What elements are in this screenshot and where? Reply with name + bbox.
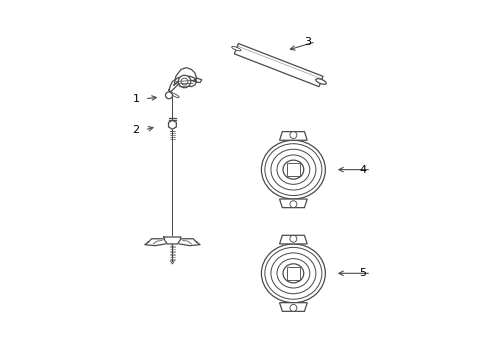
Circle shape	[178, 75, 191, 88]
Text: 4: 4	[359, 165, 366, 175]
Text: 3: 3	[304, 37, 311, 47]
Polygon shape	[169, 76, 196, 92]
Polygon shape	[287, 163, 299, 176]
Polygon shape	[145, 239, 172, 246]
Polygon shape	[234, 44, 323, 87]
Circle shape	[166, 92, 172, 99]
Polygon shape	[193, 78, 202, 82]
Polygon shape	[287, 267, 299, 279]
Ellipse shape	[265, 247, 322, 299]
Polygon shape	[280, 199, 307, 208]
Ellipse shape	[232, 46, 241, 51]
Ellipse shape	[287, 268, 299, 279]
Polygon shape	[280, 303, 307, 311]
Ellipse shape	[271, 253, 316, 294]
Polygon shape	[172, 239, 200, 246]
Ellipse shape	[265, 144, 322, 195]
Ellipse shape	[277, 258, 310, 288]
Ellipse shape	[262, 244, 325, 303]
Polygon shape	[280, 235, 307, 244]
Circle shape	[290, 132, 297, 139]
Circle shape	[290, 235, 297, 242]
Circle shape	[181, 78, 188, 85]
Text: 2: 2	[133, 125, 140, 135]
Ellipse shape	[262, 140, 325, 199]
Ellipse shape	[283, 160, 304, 179]
Polygon shape	[174, 68, 196, 85]
Text: 1: 1	[133, 94, 140, 104]
Polygon shape	[164, 237, 181, 244]
Polygon shape	[169, 120, 176, 129]
Text: 5: 5	[359, 268, 366, 278]
Ellipse shape	[277, 155, 310, 184]
Ellipse shape	[283, 264, 304, 283]
Ellipse shape	[271, 149, 316, 190]
Polygon shape	[171, 92, 179, 98]
Polygon shape	[280, 132, 307, 140]
Circle shape	[290, 201, 297, 208]
Circle shape	[290, 305, 297, 311]
Ellipse shape	[287, 164, 299, 175]
Ellipse shape	[316, 79, 326, 84]
